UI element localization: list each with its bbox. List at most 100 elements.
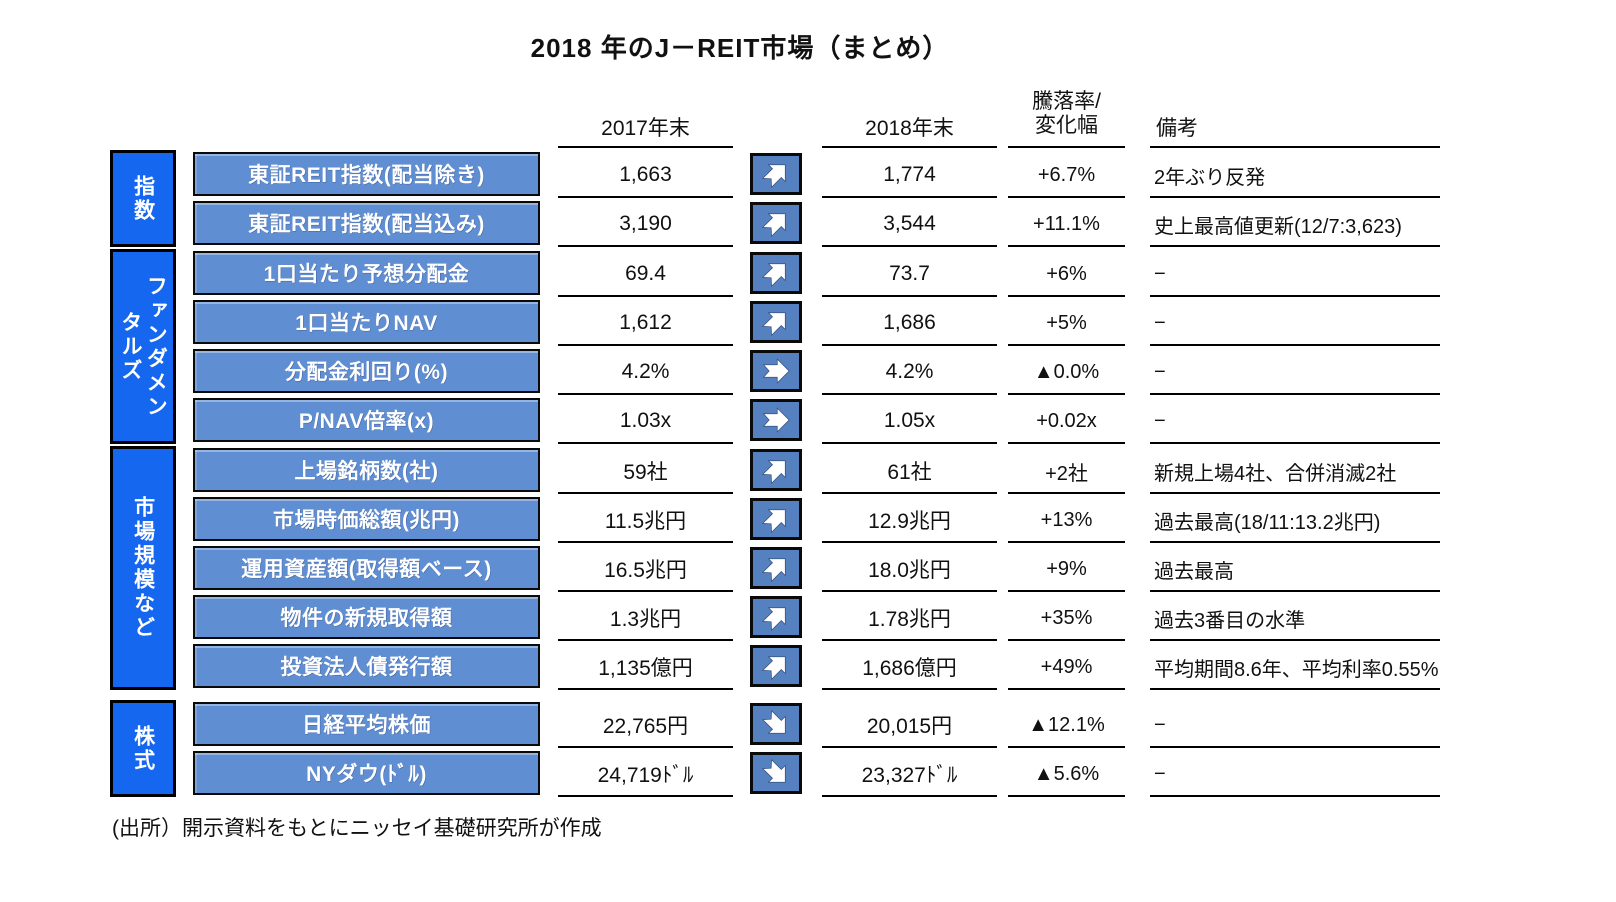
change-cell: +6% bbox=[1008, 249, 1125, 297]
row-label: 市場時価総額(兆円) bbox=[193, 497, 540, 541]
row-label: 分配金利回り(%) bbox=[193, 349, 540, 393]
value-2017-cell: 1,612 bbox=[558, 298, 733, 346]
row-label-cell: 1口当たり予想分配金 bbox=[193, 249, 540, 297]
trend-cell bbox=[750, 749, 802, 797]
value-2017-cell: 3,190 bbox=[558, 199, 733, 247]
row-label-cell: 投資法人債発行額 bbox=[193, 642, 540, 690]
table-header-row: 2017年末 2018年末 騰落率/ 変化幅 備考 bbox=[110, 86, 1440, 148]
row-label: 物件の新規取得額 bbox=[193, 595, 540, 639]
trend-up-arrow-icon bbox=[750, 153, 802, 195]
note-cell: 過去最高 bbox=[1150, 544, 1440, 592]
row-label: 運用資産額(取得額ベース) bbox=[193, 546, 540, 590]
value-2017-cell: 59社 bbox=[558, 446, 733, 494]
trend-cell bbox=[750, 446, 802, 494]
trend-flat-arrow-icon bbox=[750, 350, 802, 392]
header-change-line2: 変化幅 bbox=[1035, 114, 1098, 137]
value-2017-cell: 4.2% bbox=[558, 347, 733, 395]
note-cell: 史上最高値更新(12/7:3,623) bbox=[1150, 199, 1440, 247]
header-notes: 備考 bbox=[1150, 86, 1440, 148]
trend-up-arrow-icon bbox=[750, 449, 802, 491]
row-label-cell: 分配金利回り(%) bbox=[193, 347, 540, 395]
value-2018-cell: 18.0兆円 bbox=[822, 544, 997, 592]
value-2017-cell: 1,663 bbox=[558, 150, 733, 198]
change-cell: +0.02x bbox=[1008, 396, 1125, 444]
header-change: 騰落率/ 変化幅 bbox=[1008, 86, 1125, 148]
row-label-cell: 1口当たりNAV bbox=[193, 298, 540, 346]
note-cell: − bbox=[1150, 249, 1440, 297]
row-label-cell: 市場時価総額(兆円) bbox=[193, 495, 540, 543]
trend-flat-arrow-icon bbox=[750, 399, 802, 441]
value-2017-cell: 1,135億円 bbox=[558, 642, 733, 690]
change-cell: +49% bbox=[1008, 642, 1125, 690]
row-label-cell: 東証REIT指数(配当除き) bbox=[193, 150, 540, 198]
trend-cell bbox=[750, 544, 802, 592]
header-change-line1: 騰落率/ bbox=[1032, 89, 1101, 113]
value-2018-cell: 61社 bbox=[822, 446, 997, 494]
summary-table: 2017年末 2018年末 騰落率/ 変化幅 備考 指数 東証REIT指数(配当除… bbox=[110, 86, 1440, 797]
row-label: 東証REIT指数(配当除き) bbox=[193, 152, 540, 196]
row-label: 日経平均株価 bbox=[193, 702, 540, 746]
trend-up-arrow-icon bbox=[750, 301, 802, 343]
value-2017-cell: 69.4 bbox=[558, 249, 733, 297]
change-cell: +9% bbox=[1008, 544, 1125, 592]
value-2018-cell: 12.9兆円 bbox=[822, 495, 997, 543]
row-label-cell: 東証REIT指数(配当込み) bbox=[193, 199, 540, 247]
value-2017-cell: 1.3兆円 bbox=[558, 593, 733, 641]
row-label: 1口当たりNAV bbox=[193, 300, 540, 344]
change-cell: ▲5.6% bbox=[1008, 749, 1125, 797]
value-2018-cell: 3,544 bbox=[822, 199, 997, 247]
note-cell: − bbox=[1150, 700, 1440, 748]
trend-cell bbox=[750, 347, 802, 395]
trend-up-arrow-icon bbox=[750, 252, 802, 294]
trend-cell bbox=[750, 396, 802, 444]
value-2018-cell: 1.05x bbox=[822, 396, 997, 444]
row-label-cell: P/NAV倍率(x) bbox=[193, 396, 540, 444]
row-label-cell: 物件の新規取得額 bbox=[193, 593, 540, 641]
note-cell: 2年ぶり反発 bbox=[1150, 150, 1440, 198]
row-label: 1口当たり予想分配金 bbox=[193, 251, 540, 295]
trend-down-arrow-icon bbox=[750, 703, 802, 745]
value-2018-cell: 1,686 bbox=[822, 298, 997, 346]
trend-cell bbox=[750, 593, 802, 641]
row-label-cell: 上場銘柄数(社) bbox=[193, 446, 540, 494]
table-body: 指数 東証REIT指数(配当除き) 1,663 1,774 +6.7% 2年ぶり反発東証R… bbox=[110, 150, 1440, 797]
note-cell: 過去最高(18/11:13.2兆円) bbox=[1150, 495, 1440, 543]
change-cell: +35% bbox=[1008, 593, 1125, 641]
note-cell: 過去3番目の水準 bbox=[1150, 593, 1440, 641]
value-2018-cell: 1,774 bbox=[822, 150, 997, 198]
table-section: 株式 日経平均株価 22,765円 20,015円 ▲12.1% − NYダウ(ﾄﾞﾙ) 24… bbox=[110, 700, 1440, 797]
trend-up-arrow-icon bbox=[750, 202, 802, 244]
note-cell: − bbox=[1150, 298, 1440, 346]
trend-cell bbox=[750, 700, 802, 748]
row-label-cell: 運用資産額(取得額ベース) bbox=[193, 544, 540, 592]
trend-up-arrow-icon bbox=[750, 645, 802, 687]
trend-cell bbox=[750, 150, 802, 198]
table-section: 市場規模など 上場銘柄数(社) 59社 61社 +2社 新規上場4社、合併消滅2社 市場時価… bbox=[110, 446, 1440, 690]
value-2017-cell: 24,719ﾄﾞﾙ bbox=[558, 749, 733, 797]
note-cell: 平均期間8.6年、平均利率0.55% bbox=[1150, 642, 1440, 690]
table-section: 指数 東証REIT指数(配当除き) 1,663 1,774 +6.7% 2年ぶり反発東証R… bbox=[110, 150, 1440, 247]
row-label-cell: 日経平均株価 bbox=[193, 700, 540, 748]
trend-up-arrow-icon bbox=[750, 547, 802, 589]
page-title: 2018 年のJ－REIT市場（まとめ） bbox=[530, 33, 950, 63]
change-cell: +2社 bbox=[1008, 446, 1125, 494]
note-cell: − bbox=[1150, 749, 1440, 797]
change-cell: ▲12.1% bbox=[1008, 700, 1125, 748]
table-section: ファンダメン タルズ 1口当たり予想分配金 69.4 73.7 +6% −1口当たりNAV… bbox=[110, 249, 1440, 444]
trend-down-arrow-icon bbox=[750, 752, 802, 794]
value-2018-cell: 1,686億円 bbox=[822, 642, 997, 690]
trend-cell bbox=[750, 249, 802, 297]
trend-cell bbox=[750, 298, 802, 346]
row-label: 投資法人債発行額 bbox=[193, 644, 540, 688]
trend-up-arrow-icon bbox=[750, 596, 802, 638]
value-2018-cell: 20,015円 bbox=[822, 700, 997, 748]
value-2018-cell: 73.7 bbox=[822, 249, 997, 297]
change-cell: +11.1% bbox=[1008, 199, 1125, 247]
row-label: 東証REIT指数(配当込み) bbox=[193, 201, 540, 245]
note-cell: − bbox=[1150, 347, 1440, 395]
value-2018-cell: 1.78兆円 bbox=[822, 593, 997, 641]
change-cell: +6.7% bbox=[1008, 150, 1125, 198]
header-2017: 2017年末 bbox=[558, 86, 733, 148]
category-label: 指数 bbox=[110, 150, 176, 247]
